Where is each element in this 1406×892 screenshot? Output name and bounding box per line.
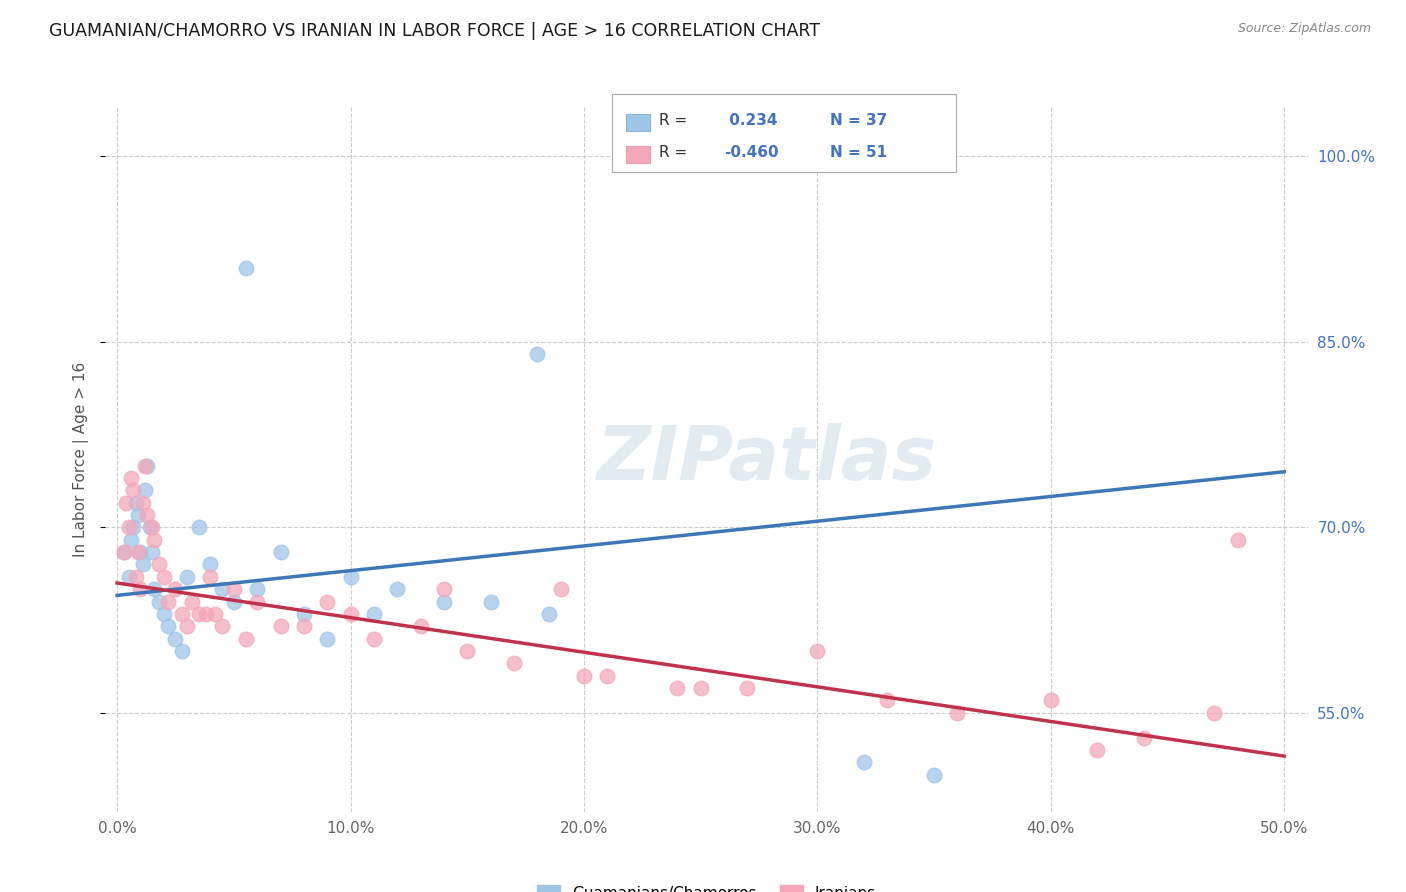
Point <box>180 594 202 608</box>
Point <box>853 756 876 770</box>
Point <box>316 594 339 608</box>
Point <box>118 520 141 534</box>
Point <box>806 644 828 658</box>
Point <box>292 619 315 633</box>
Point <box>122 520 145 534</box>
Point <box>141 520 163 534</box>
Point <box>246 594 269 608</box>
Point <box>143 582 166 597</box>
Point <box>120 471 142 485</box>
Point <box>125 570 148 584</box>
Point <box>120 533 142 547</box>
Point <box>187 607 209 621</box>
Point <box>479 594 502 608</box>
Point <box>339 607 361 621</box>
Point <box>136 458 159 473</box>
Point <box>222 594 245 608</box>
Legend: Guamanians/Chamorros, Iranians: Guamanians/Chamorros, Iranians <box>531 880 882 892</box>
Point <box>122 483 145 498</box>
Point <box>200 558 222 572</box>
Point <box>922 767 945 781</box>
Text: GUAMANIAN/CHAMORRO VS IRANIAN IN LABOR FORCE | AGE > 16 CORRELATION CHART: GUAMANIAN/CHAMORRO VS IRANIAN IN LABOR F… <box>49 22 820 40</box>
Point <box>666 681 689 695</box>
Point <box>503 657 526 671</box>
Point <box>246 582 269 597</box>
Point <box>143 533 166 547</box>
Text: 0.234: 0.234 <box>724 113 778 128</box>
Point <box>235 632 257 646</box>
Point <box>176 619 198 633</box>
Point <box>596 669 619 683</box>
Text: R =: R = <box>659 113 688 128</box>
Point <box>148 594 170 608</box>
Point <box>204 607 226 621</box>
Y-axis label: In Labor Force | Age > 16: In Labor Force | Age > 16 <box>73 362 90 557</box>
Point <box>153 570 176 584</box>
Point <box>165 632 187 646</box>
Point <box>115 496 138 510</box>
Point <box>153 607 176 621</box>
Point <box>172 607 194 621</box>
Point <box>118 570 141 584</box>
Point <box>1204 706 1226 720</box>
Point <box>363 632 385 646</box>
Point <box>1039 693 1062 707</box>
Point <box>157 619 180 633</box>
Point <box>270 619 292 633</box>
Point <box>572 669 595 683</box>
Point <box>148 558 170 572</box>
Text: N = 51: N = 51 <box>830 145 887 161</box>
Text: -0.460: -0.460 <box>724 145 779 161</box>
Point <box>409 619 432 633</box>
Point <box>200 570 222 584</box>
Point <box>1226 533 1249 547</box>
Point <box>129 582 152 597</box>
Point <box>292 607 315 621</box>
Point <box>176 570 198 584</box>
Text: N = 37: N = 37 <box>830 113 887 128</box>
Point <box>526 347 548 361</box>
Point <box>387 582 409 597</box>
Point <box>134 458 156 473</box>
Text: Source: ZipAtlas.com: Source: ZipAtlas.com <box>1237 22 1371 36</box>
Point <box>737 681 759 695</box>
Point <box>211 582 233 597</box>
Point <box>270 545 292 559</box>
Point <box>456 644 478 658</box>
Point <box>1133 731 1156 745</box>
Point <box>139 520 162 534</box>
Point <box>112 545 135 559</box>
Point <box>172 644 194 658</box>
Point <box>550 582 572 597</box>
Point <box>946 706 969 720</box>
Point <box>141 545 163 559</box>
Point <box>316 632 339 646</box>
Point <box>127 545 149 559</box>
Point <box>112 545 135 559</box>
Point <box>235 260 257 275</box>
Point <box>157 594 180 608</box>
Point <box>132 496 155 510</box>
Point <box>1087 743 1109 757</box>
Point <box>165 582 187 597</box>
Point <box>876 693 898 707</box>
Point <box>132 558 155 572</box>
Point <box>433 594 456 608</box>
Point <box>129 545 152 559</box>
Text: ZIPatlas: ZIPatlas <box>596 423 936 496</box>
Point <box>689 681 711 695</box>
Point <box>187 520 209 534</box>
Point <box>194 607 217 621</box>
Point <box>433 582 456 597</box>
Text: R =: R = <box>659 145 688 161</box>
Point <box>136 508 159 522</box>
Point <box>537 607 560 621</box>
Point <box>134 483 156 498</box>
Point <box>211 619 233 633</box>
Point <box>222 582 245 597</box>
Point <box>127 508 149 522</box>
Point <box>339 570 361 584</box>
Point <box>363 607 385 621</box>
Point <box>125 496 148 510</box>
